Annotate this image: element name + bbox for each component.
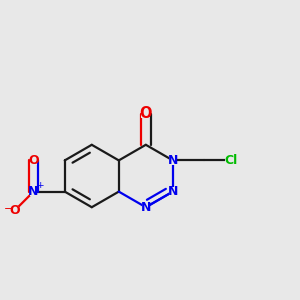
Text: −: −: [4, 204, 13, 214]
FancyBboxPatch shape: [169, 156, 177, 165]
FancyBboxPatch shape: [142, 203, 149, 212]
FancyBboxPatch shape: [11, 206, 19, 215]
FancyBboxPatch shape: [225, 156, 236, 165]
FancyBboxPatch shape: [141, 109, 150, 118]
Text: N: N: [141, 201, 151, 214]
Text: O: O: [140, 106, 152, 121]
Text: O: O: [28, 154, 39, 167]
FancyBboxPatch shape: [30, 156, 37, 165]
Text: N: N: [168, 185, 178, 198]
Text: Cl: Cl: [224, 154, 237, 167]
Text: N: N: [168, 154, 178, 167]
FancyBboxPatch shape: [30, 187, 37, 196]
FancyBboxPatch shape: [169, 187, 177, 196]
Text: N: N: [28, 185, 39, 198]
Text: O: O: [10, 204, 20, 217]
Text: +: +: [36, 181, 44, 190]
